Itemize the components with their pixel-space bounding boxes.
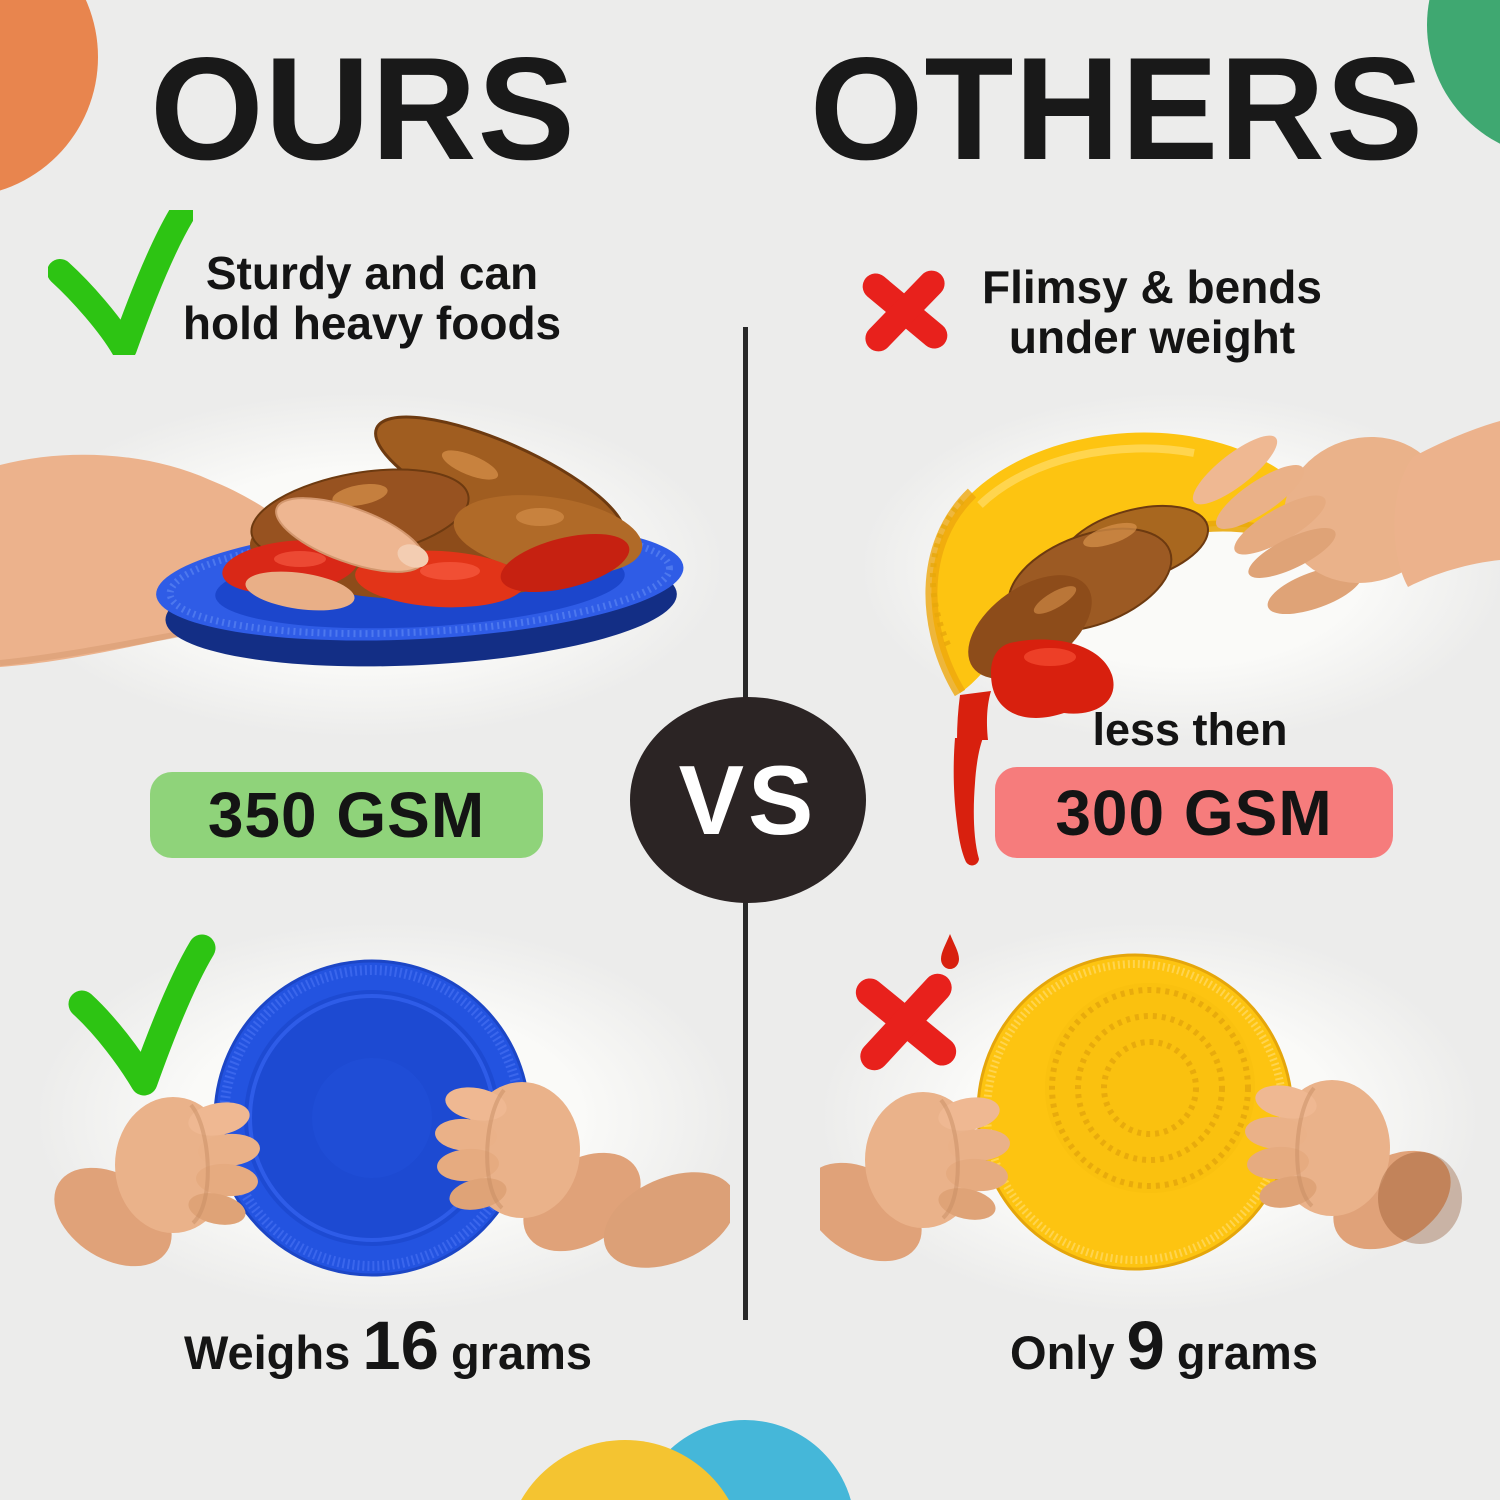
decor-circle-green <box>1427 0 1500 158</box>
others-title: OTHERS <box>809 27 1425 190</box>
ketchup-droplet <box>941 934 959 969</box>
others-feature-line1: Flimsy & bends <box>982 261 1322 313</box>
weight-prefix: Weighs <box>183 1326 351 1379</box>
weight-value: 9 <box>1126 1307 1165 1384</box>
left-hand <box>34 1095 264 1289</box>
ours-feature-line2: hold heavy foods <box>182 297 562 349</box>
ours-feature-text: Sturdy and can hold heavy foods <box>183 248 561 348</box>
ours-gsm-badge: 350 GSM <box>150 772 543 858</box>
ours-gsm-label: 350 GSM <box>207 779 486 851</box>
weight-suffix: grams <box>1176 1326 1318 1379</box>
ours-feature-line1: Sturdy and can <box>205 247 539 299</box>
cross-icon <box>855 973 957 1071</box>
vs-badge: VS <box>630 697 866 903</box>
others-plate-food-photo <box>925 421 1500 740</box>
weight-prefix: Only <box>1010 1326 1115 1379</box>
others-badge-qualifier: less then <box>1092 704 1288 755</box>
ours-plate-food-photo <box>0 415 684 667</box>
vs-label: VS <box>678 744 818 855</box>
weight-value: 16 <box>362 1307 439 1384</box>
check-icon <box>68 934 216 1096</box>
others-weight-caption: Only 9 grams <box>1010 1306 1318 1385</box>
others-feature-text: Flimsy & bends under weight <box>982 262 1322 362</box>
others-gsm-label: 300 GSM <box>1055 776 1333 849</box>
ours-weight-caption: Weighs 16 grams <box>184 1306 592 1385</box>
check-icon <box>48 210 193 355</box>
left-hand <box>820 1090 1014 1284</box>
spilling-ketchup <box>957 639 1114 740</box>
weight-suffix: grams <box>450 1326 593 1379</box>
right-hand <box>1192 421 1500 615</box>
ours-title: OURS <box>150 27 576 190</box>
ketchup-drip <box>953 738 983 866</box>
yellow-plate <box>976 953 1294 1271</box>
others-feature-line2: under weight <box>1008 311 1296 363</box>
cross-icon <box>862 270 948 352</box>
decor-circle-orange <box>0 0 98 197</box>
others-gsm-badge: 300 GSM <box>995 767 1393 858</box>
others-plate-weight-photo <box>820 934 1471 1284</box>
ours-plate-weight-photo <box>34 934 730 1289</box>
